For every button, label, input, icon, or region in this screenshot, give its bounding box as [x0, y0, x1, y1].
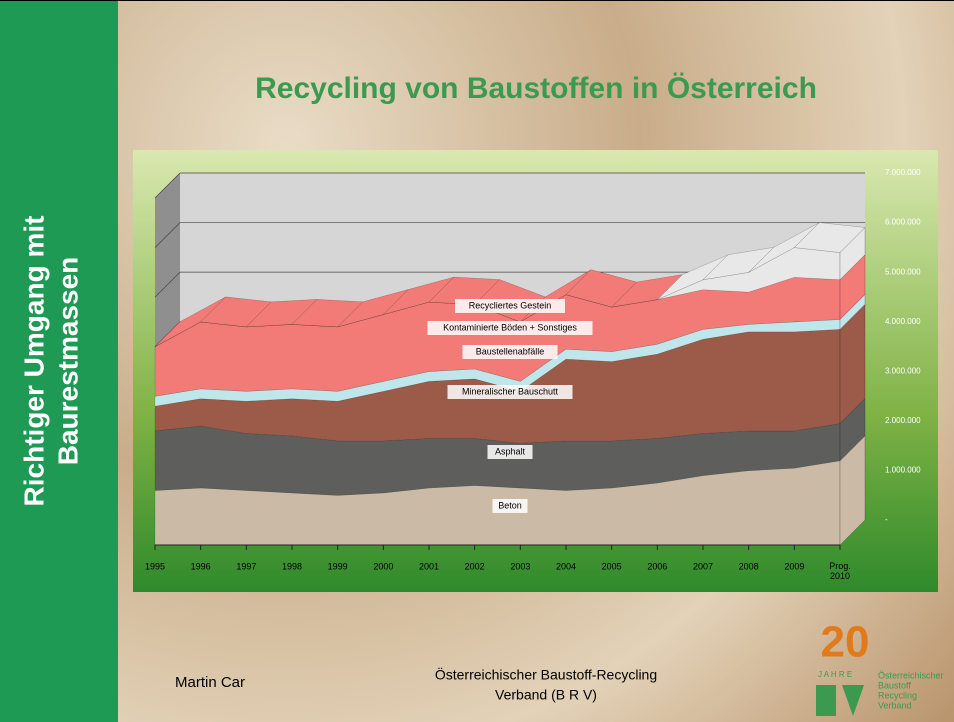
- x-tick-label: 2005: [602, 561, 622, 571]
- footer-org: Österreichischer Baustoff-Recycling: [435, 666, 657, 683]
- series-label: Baustellenabfälle: [476, 346, 545, 356]
- y-tick-label: 4.000.000: [885, 317, 921, 326]
- x-tick-label: 2001: [419, 561, 439, 571]
- logo-text: Verband: [878, 700, 912, 710]
- y-tick-label: 5.000.000: [885, 267, 921, 276]
- x-tick-label: 1995: [145, 561, 165, 571]
- x-tick-label: Prog.2010: [829, 561, 851, 581]
- series-label: Beton: [498, 500, 522, 510]
- x-tick-label: 2000: [373, 561, 393, 571]
- x-tick-label: 2007: [693, 561, 713, 571]
- x-tick-label: 2004: [556, 561, 576, 571]
- series-label: Kontaminierte Böden + Sonstiges: [443, 322, 577, 332]
- x-tick-label: 1996: [191, 561, 211, 571]
- x-tick-label: 2006: [647, 561, 667, 571]
- series-label: Recycliertes Gestein: [469, 300, 552, 310]
- footer-org: Verband (B R V): [495, 687, 597, 703]
- y-tick-label: 1.000.000: [885, 466, 921, 475]
- logo-number: 20: [821, 618, 870, 667]
- y-tick-label: 3.000.000: [885, 366, 921, 375]
- x-tick-label: 1997: [236, 561, 256, 571]
- x-tick-label: 2008: [739, 561, 759, 571]
- y-tick-label: 2.000.000: [885, 416, 921, 425]
- x-tick-label: 2003: [510, 561, 530, 571]
- chart-title: Recycling von Baustoffen in Österreich: [255, 72, 817, 105]
- y-tick-label: 7.000.000: [885, 168, 921, 177]
- footer-author: Martin Car: [175, 674, 245, 691]
- x-tick-label: 1998: [282, 561, 302, 571]
- slide: Richtiger Umgang mit Baurestmassen Recyc…: [0, 0, 954, 722]
- y-tick-label: 6.000.000: [885, 218, 921, 227]
- logo-years: J A H R E: [818, 670, 852, 679]
- logo-b: [816, 685, 836, 716]
- logo-text: Recycling: [878, 690, 917, 700]
- x-tick-label: 2002: [465, 561, 485, 571]
- slide-svg: Richtiger Umgang mit Baurestmassen Recyc…: [0, 0, 954, 722]
- side-title-line: Richtiger Umgang mit: [18, 216, 49, 507]
- logo-text: Baustoff: [878, 680, 911, 690]
- series-label: Asphalt: [495, 446, 526, 456]
- plot: - 1.000.000 2.000.000 3.000.000 4.000.000 5.0…: [145, 168, 921, 581]
- series-label: Mineralischer Bauschutt: [462, 386, 559, 396]
- x-tick-label: 1999: [328, 561, 348, 571]
- x-tick-label: 2009: [784, 561, 804, 571]
- logo-text: Österreichischer: [878, 670, 944, 680]
- y-tick-label: -: [885, 515, 888, 524]
- side-title-line: Baurestmassen: [52, 257, 83, 466]
